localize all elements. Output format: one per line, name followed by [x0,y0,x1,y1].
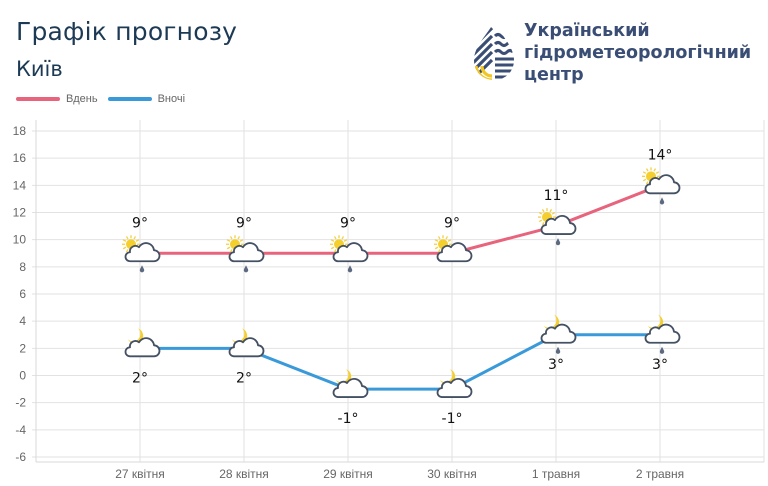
legend-label-night: Вночі [157,93,186,105]
moon-cloud-rain-icon [540,314,577,354]
sun-cloud-rain-icon [330,235,369,273]
brand-name: Український гідрометеорологічний центр [524,20,751,86]
moon-cloud-icon [332,369,369,398]
y-tick-label: 18 [13,124,27,138]
moon-cloud-icon [228,328,265,358]
moon-cloud-rain-icon [644,314,681,354]
y-tick-label: -2 [15,396,26,410]
y-tick-label: 0 [19,369,26,383]
y-tick-label: -4 [15,423,26,437]
moon-cloud-icon [436,369,473,398]
y-tick-label: 8 [19,260,26,274]
moon-cloud-icon [124,328,161,358]
y-tick-label: 2 [19,341,26,355]
temperature-label: -1° [338,411,359,427]
legend-item-day[interactable]: Вдень [16,93,98,105]
temperature-label: 9° [132,215,148,231]
temperature-label: 9° [340,215,356,231]
brand-line-1: Український [524,21,650,41]
brand-line-2: гідрометеорологічний [524,43,752,63]
x-tick-label: 30 квітня [427,467,477,481]
temperature-label: -1° [442,411,463,427]
city-name: Київ [16,57,63,81]
grid [32,120,765,463]
y-tick-label: 16 [13,151,27,165]
x-tick-label: 1 травня [532,467,580,481]
y-tick-label: 4 [19,314,26,328]
x-tick-label: 28 квітня [219,467,269,481]
x-tick-label: 29 квітня [323,467,373,481]
day-line [140,183,661,255]
temperature-label: 9° [236,215,252,231]
temperature-label: 9° [444,215,460,231]
x-tick-label: 2 травня [636,467,684,481]
legend-swatch-day [16,97,60,101]
night-line [140,333,660,391]
sun-cloud-rain-icon [226,235,265,273]
y-tick-label: 10 [13,233,27,247]
legend-label-day: Вдень [66,93,98,105]
chart-legend: Вдень Вночі [16,93,195,105]
temperature-label: 2° [236,370,252,386]
temperature-label: 2° [132,370,148,386]
sun-cloud-rain-icon [538,208,577,246]
drop-logo-icon [474,26,514,80]
page-title: Графік прогнозу [16,17,238,46]
temperature-label: 11° [544,188,569,204]
y-tick-label: 6 [19,287,26,301]
sun-cloud-icon [434,235,473,263]
sun-cloud-rain-icon [122,235,161,273]
legend-swatch-night [107,97,152,101]
sun-cloud-rain-icon [642,167,681,205]
x-tick-label: 27 квітня [115,467,165,481]
y-tick-label: 12 [13,206,27,220]
y-tick-label: 14 [13,178,27,192]
brand-line-3: центр [524,65,584,85]
temperature-label: 14° [648,147,673,163]
temperature-label: 3° [652,357,668,373]
y-tick-label: -6 [15,450,26,464]
legend-item-night[interactable]: Вночі [107,93,186,105]
temperature-label: 3° [548,357,564,373]
brand-logo: Український гідрометеорологічний центр [470,20,751,86]
